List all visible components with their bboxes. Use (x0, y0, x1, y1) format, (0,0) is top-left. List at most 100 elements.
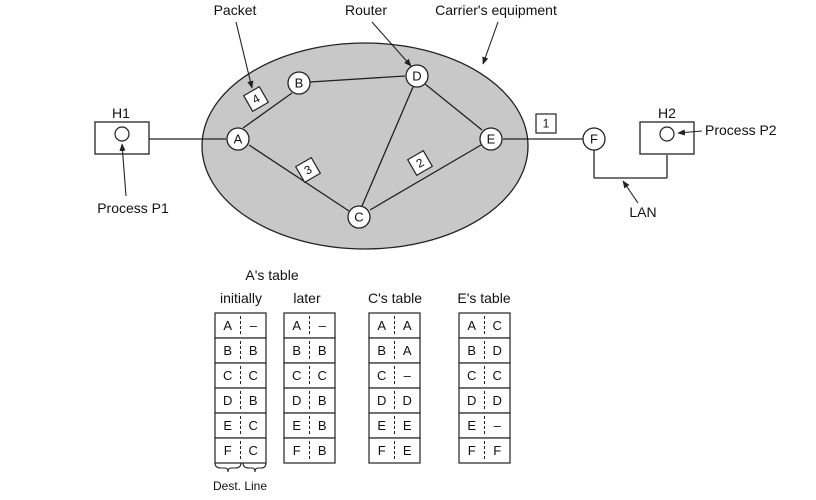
a-later-dest-cell: A (292, 318, 301, 333)
e-table-table: A CB DC CD DE –F F (458, 312, 511, 464)
c-table-line-cell: A (403, 318, 412, 333)
link-c-e (369, 144, 482, 211)
router-e-label: E (487, 132, 496, 147)
packet-label: Packet (214, 2, 257, 18)
link-b-d (309, 75, 406, 83)
a-initially-dest-cell: B (223, 343, 232, 358)
process-p1-callout-arrow (119, 143, 127, 197)
a-table-title: A's table (245, 267, 298, 283)
c-table-dest-cell: D (377, 393, 386, 408)
e-table-dest-cell: A (467, 318, 476, 333)
c-table-dest-cell: A (377, 318, 386, 333)
router-a: A (226, 127, 250, 151)
routing-tables: A –B BC CD BE CF CA –B BC CD BE BF BA AB AC –D DE EF EA CB D… (214, 312, 511, 464)
e-table-line-cell: D (493, 343, 502, 358)
dest-line-label: Dest. Line (213, 479, 267, 493)
a-initially-dest-cell: C (223, 368, 232, 383)
process-p1-label: Process P1 (97, 200, 169, 216)
process-p2-circle (659, 126, 675, 142)
a-initially-line-cell: C (249, 443, 258, 458)
e-table-line-cell: D (493, 393, 502, 408)
a-initially-line-cell: B (249, 343, 258, 358)
lan-callout-arrow (622, 180, 639, 204)
link-d-e (424, 83, 483, 131)
e-table-line-cell: F (493, 443, 501, 458)
a-initially-dest-cell: F (224, 443, 232, 458)
e-table-line-cell: C (493, 318, 502, 333)
router-c: C (347, 205, 371, 229)
router-d-label: D (412, 69, 421, 84)
c-table-dest-cell: F (378, 443, 386, 458)
c-table-line-cell: – (404, 368, 412, 383)
router-callout-arrow (371, 21, 412, 67)
a-initially-dest-cell: D (223, 393, 232, 408)
a-later-dest-cell: D (292, 393, 301, 408)
process-p1-circle (114, 126, 130, 142)
c-table-table: A AB AC –D DE EF E (368, 312, 421, 464)
packet-1: 1 (535, 113, 557, 134)
e-table-dest-cell: C (467, 368, 476, 383)
a-later-dest-cell: B (292, 343, 301, 358)
host-h1-label: H1 (112, 105, 130, 121)
c-table-line-cell: A (403, 343, 412, 358)
process-p2-label: Process P2 (705, 122, 777, 138)
router-a-label: A (234, 132, 243, 147)
a-initially-dest-cell: A (223, 318, 232, 333)
a-later-line-cell: B (318, 343, 327, 358)
a-later-line-cell: – (319, 318, 327, 333)
link-a-c (248, 144, 350, 212)
e-table-caption: E's table (457, 290, 510, 306)
links (149, 75, 668, 212)
carrier-callout-arrow (482, 21, 499, 65)
a-later-dest-cell: E (292, 418, 301, 433)
c-table-line-cell: D (403, 393, 412, 408)
a-later-line-cell: C (318, 368, 327, 383)
e-table-dest-cell: B (467, 343, 476, 358)
a-initially-line-cell: C (249, 418, 258, 433)
carrier-equipment-cloud (201, 42, 529, 250)
a-initially-table: A –B BC CD BE CF C (214, 312, 267, 464)
packet-2: 2 (406, 149, 434, 177)
link-a-b (242, 92, 293, 129)
a-initially-line-cell: – (250, 318, 258, 333)
router-f: F (582, 127, 606, 151)
e-table-dest-cell: F (468, 443, 476, 458)
a-later-line-cell: B (318, 418, 327, 433)
router-e: E (479, 127, 503, 151)
c-table-dest-cell: C (377, 368, 386, 383)
link-d-c (361, 86, 414, 207)
a-initially-line-cell: B (249, 393, 258, 408)
router-c-label: C (354, 210, 363, 225)
a-later-line-cell: B (318, 443, 327, 458)
a-later-caption: later (293, 290, 321, 306)
packet-3: 3 (294, 156, 322, 184)
a-later-line-cell: B (318, 393, 327, 408)
a-initially-caption: initially (220, 290, 262, 306)
a-later-dest-cell: F (293, 443, 301, 458)
a-later-dest-cell: C (292, 368, 301, 383)
router-f-label: F (590, 132, 598, 147)
line-brace (242, 462, 267, 473)
dest-line-braces (214, 462, 267, 473)
c-table-dest-cell: B (377, 343, 386, 358)
carrier-equipment-label: Carrier's equipment (435, 2, 557, 18)
c-table-caption: C's table (368, 290, 422, 306)
a-initially-line-cell: C (249, 368, 258, 383)
c-table-line-cell: E (403, 443, 412, 458)
router-b-label: B (295, 76, 304, 91)
process-p2-callout-arrow (677, 129, 703, 136)
packet-callout-arrow (235, 21, 254, 89)
router-b: B (287, 71, 311, 95)
packet-4: 4 (242, 85, 270, 113)
c-table-line-cell: E (403, 418, 412, 433)
a-initially-dest-cell: E (223, 418, 232, 433)
e-table-line-cell: C (493, 368, 502, 383)
lan-label: LAN (629, 204, 656, 220)
a-later-table: A –B BC CD BE BF B (283, 312, 336, 464)
dest-brace (214, 462, 242, 473)
packet-1-label: 1 (543, 117, 550, 131)
e-table-line-cell: – (494, 418, 502, 433)
router-d: D (405, 64, 429, 88)
e-table-dest-cell: D (467, 393, 476, 408)
